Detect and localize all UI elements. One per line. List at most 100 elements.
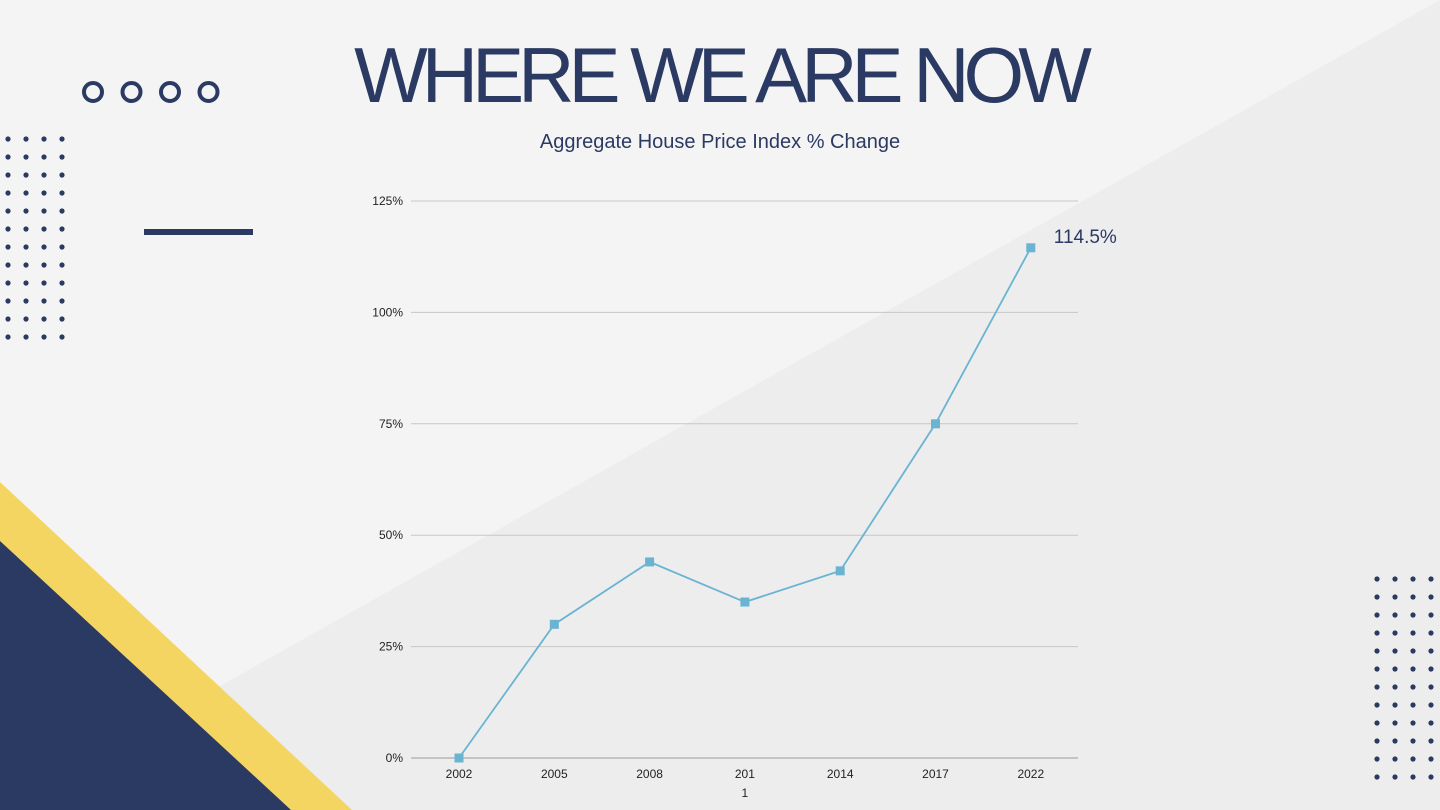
page-title: WHERE WE ARE NOW — [354, 31, 1092, 119]
decor-dot — [59, 172, 65, 178]
decor-dot — [1392, 630, 1398, 636]
x-tick-label: 2002 — [446, 767, 473, 781]
decor-dot — [1428, 738, 1434, 744]
decor-dot — [41, 298, 47, 304]
decor-dot — [59, 226, 65, 232]
x-tick-label: 2022 — [1017, 767, 1044, 781]
ring-icon — [82, 81, 104, 103]
data-point — [454, 753, 464, 763]
decor-dot — [1428, 774, 1434, 780]
y-tick-label: 125% — [372, 194, 403, 208]
decor-dot — [23, 334, 29, 340]
decor-dot — [41, 154, 47, 160]
decor-dot — [41, 172, 47, 178]
decor-dot — [1374, 684, 1380, 690]
decor-dot — [23, 172, 29, 178]
decor-dot — [1374, 648, 1380, 654]
y-tick-label: 75% — [379, 417, 403, 431]
decor-dot — [1374, 702, 1380, 708]
decor-dot — [5, 334, 11, 340]
decor-dot — [1374, 612, 1380, 618]
decor-dot — [5, 190, 11, 196]
decor-dot — [5, 208, 11, 214]
decor-dot — [23, 244, 29, 250]
decor-dot — [5, 262, 11, 268]
decor-dot — [1428, 702, 1434, 708]
decor-dot — [1410, 738, 1416, 744]
accent-dash — [144, 229, 253, 235]
decor-dot — [1392, 666, 1398, 672]
x-tick-label: 2017 — [922, 767, 949, 781]
decor-dot — [1392, 594, 1398, 600]
decor-dot — [59, 262, 65, 268]
y-tick-label: 100% — [372, 305, 403, 319]
data-point — [1026, 243, 1036, 253]
decor-dot — [23, 280, 29, 286]
decor-dot — [23, 226, 29, 232]
decor-dot — [23, 154, 29, 160]
data-point — [835, 566, 845, 576]
decor-dot — [59, 244, 65, 250]
decor-dot — [59, 298, 65, 304]
decor-dot — [41, 136, 47, 142]
x-tick-label: 2014 — [827, 767, 854, 781]
decor-dot — [59, 280, 65, 286]
decor-dot — [23, 316, 29, 322]
decor-dot — [1374, 576, 1380, 582]
data-label: 114.5% — [1054, 227, 1117, 248]
decor-dot — [41, 280, 47, 286]
decor-dot — [1392, 612, 1398, 618]
decor-dot — [23, 190, 29, 196]
ring-icon — [120, 81, 143, 103]
decor-dot — [41, 334, 47, 340]
decor-dot — [5, 316, 11, 322]
decor-dot — [1392, 720, 1398, 726]
background-shade-triangle — [220, 0, 1440, 810]
y-tick-label: 50% — [379, 528, 403, 542]
decor-dot — [41, 244, 47, 250]
data-point — [549, 619, 559, 629]
series-line — [458, 247, 1032, 759]
decor-dot — [1428, 612, 1434, 618]
decor-dot — [59, 334, 65, 340]
decor-dot — [1392, 648, 1398, 654]
dot-grid-right — [1374, 576, 1434, 780]
decor-dot — [1374, 756, 1380, 762]
decor-dot — [23, 208, 29, 214]
decor-dot — [1410, 594, 1416, 600]
decor-dot — [1410, 684, 1416, 690]
decor-dot — [5, 244, 11, 250]
decor-dot — [1410, 576, 1416, 582]
decor-dot — [23, 136, 29, 142]
decor-dot — [1374, 774, 1380, 780]
decor-dot — [5, 154, 11, 160]
decor-dot — [1428, 756, 1434, 762]
decor-dot — [5, 172, 11, 178]
decor-dot — [41, 226, 47, 232]
decor-dot — [1392, 576, 1398, 582]
decor-dot — [1428, 666, 1434, 672]
decor-dot — [59, 208, 65, 214]
decor-dot — [1392, 684, 1398, 690]
navy-corner-triangle — [0, 541, 291, 810]
decor-dot — [5, 280, 11, 286]
decor-dot — [23, 262, 29, 268]
decor-dot — [1428, 648, 1434, 654]
decor-dot — [23, 298, 29, 304]
decor-dot — [1392, 774, 1398, 780]
data-point — [645, 557, 655, 567]
decor-dot — [5, 298, 11, 304]
decor-dot — [1392, 738, 1398, 744]
decor-dot — [1410, 720, 1416, 726]
decor-dot — [41, 262, 47, 268]
decor-dot — [41, 208, 47, 214]
x-tick-label: 201 1 — [735, 767, 755, 800]
x-tick-label: 2005 — [541, 767, 568, 781]
decor-dot — [1428, 576, 1434, 582]
dot-grid-left — [5, 136, 65, 340]
ring-icon — [197, 81, 220, 103]
decor-dot — [5, 136, 11, 142]
